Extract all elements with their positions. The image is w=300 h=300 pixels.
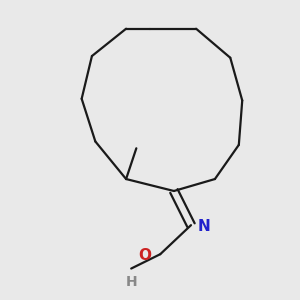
Text: H: H [125,275,137,289]
Text: N: N [197,219,210,234]
Text: O: O [139,248,152,263]
